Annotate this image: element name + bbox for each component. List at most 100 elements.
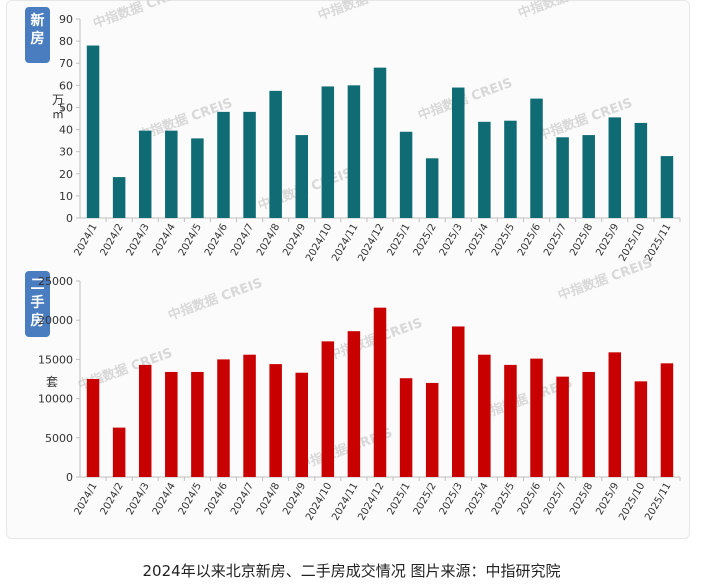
second-hand-x-tick-label: 2024/8 [255, 481, 282, 517]
second-hand-x-tick-label: 2025/11 [643, 481, 673, 522]
new-home-bar [452, 87, 465, 219]
new-home-bar [269, 90, 282, 218]
new-home-y-tick-label: 40 [59, 124, 73, 137]
watermark-text: 中指数据 CREIS [556, 255, 655, 304]
second-hand-bar [634, 381, 648, 477]
new-home-bar [373, 67, 387, 219]
new-home-x-tick-label: 2025/1 [386, 222, 413, 258]
second-hand-x-tick-label: 2025/3 [438, 481, 465, 517]
second-hand-y-tick-label: 25000 [38, 275, 73, 288]
new-home-x-tick-label: 2024/3 [125, 222, 152, 258]
second-hand-tag-char: 手 [30, 295, 45, 311]
watermark-text: 中指数据 CREIS [166, 275, 265, 324]
new-home-x-tick-label: 2025/3 [438, 222, 465, 258]
new-home-y-tick-label: 0 [66, 212, 73, 225]
second-hand-x-tick-label: 2024/1 [73, 481, 100, 517]
new-home-x-tick-label: 2024/9 [281, 222, 308, 258]
new-home-tag: 新 房 [25, 7, 50, 63]
new-home-bar [321, 86, 335, 218]
second-hand-x-tick-label: 2025/8 [568, 481, 595, 517]
second-hand-bar [243, 354, 256, 477]
second-hand-bar [217, 359, 230, 477]
new-home-y-tick-label: 10 [59, 190, 73, 203]
new-home-tag-char: 新 [30, 13, 45, 29]
second-hand-bar [138, 364, 152, 477]
new-home-bar [582, 135, 595, 218]
new-home-bar [504, 120, 517, 218]
second-hand-bar [191, 371, 204, 477]
new-home-x-tick-label: 2025/4 [464, 222, 491, 258]
second-hand-bar [112, 427, 126, 477]
second-hand-x-tick-label: 2024/4 [151, 481, 178, 517]
new-home-x-tick-label: 2025/5 [490, 222, 517, 258]
watermark-text: 中指数据 CREIS [416, 75, 515, 124]
new-home-bar [191, 138, 204, 218]
second-hand-bar [425, 382, 439, 477]
new-home-bar [478, 121, 491, 218]
new-home-x-tick-label: 2025/2 [412, 222, 439, 258]
new-home-x-tick-label: 2025/7 [542, 222, 569, 258]
second-hand-tag: 二 手 房 [25, 271, 50, 337]
new-home-bar [347, 85, 361, 218]
new-home-y-tick-label: 90 [59, 13, 73, 26]
new-home-x-tick-label: 2024/5 [177, 222, 204, 258]
new-home-x-tick-label: 2024/2 [99, 222, 126, 258]
second-hand-bar [556, 376, 569, 477]
second-hand-x-tick-label: 2024/5 [177, 481, 204, 517]
second-hand-bar [660, 363, 674, 477]
new-home-y-tick-label: 30 [59, 146, 73, 159]
new-home-y-tick-label: 80 [59, 35, 73, 48]
second-hand-bar [504, 364, 517, 477]
second-hand-x-tick-label: 2025/5 [490, 481, 517, 517]
second-hand-bar [582, 371, 595, 477]
second-hand-x-tick-label: 2025/4 [464, 481, 491, 517]
second-hand-bar [269, 364, 282, 477]
second-hand-x-tick-label: 2025/2 [412, 481, 439, 517]
second-hand-bar [373, 307, 387, 477]
new-home-x-tick-label: 2024/6 [203, 222, 230, 258]
second-hand-bar [399, 378, 413, 477]
new-home-x-tick-label: 2024/1 [73, 222, 100, 258]
second-hand-y-tick-label: 0 [66, 471, 73, 484]
second-hand-x-tick-label: 2025/9 [594, 481, 621, 517]
new-home-bar [399, 131, 413, 218]
second-hand-bar [478, 354, 491, 477]
second-hand-y-tick-label: 20000 [38, 314, 73, 327]
chart-canvas: 中指数据 CREIS 中指数据 CREIS 中指数据 CREIS 中指数据 CREIS… [38, 0, 681, 522]
second-hand-x-tick-label: 2024/9 [281, 481, 308, 517]
new-home-bar [86, 45, 100, 219]
second-hand-x-tick-label: 2024/2 [99, 481, 126, 517]
new-home-bar [608, 117, 622, 218]
new-home-bar [165, 130, 178, 218]
new-home-y-tick-label: 20 [59, 168, 73, 181]
new-home-x-tick-label: 2025/6 [516, 222, 543, 258]
new-home-bar [556, 137, 569, 218]
second-hand-y-axis-title: 套 [46, 375, 58, 389]
new-home-x-tick-label: 2024/4 [151, 222, 178, 258]
new-home-y-axis-title: 万 [52, 93, 64, 107]
second-hand-bar [347, 331, 361, 477]
second-hand-bar [295, 372, 308, 477]
watermark-text: 中指数据 CREIS [516, 0, 615, 22]
second-hand-x-tick-label: 2024/6 [203, 481, 230, 517]
second-hand-bar [321, 341, 335, 477]
new-home-x-tick-label: 2025/11 [643, 222, 673, 263]
second-hand-bar [165, 371, 178, 477]
new-home-bar [243, 111, 256, 218]
new-home-bar [138, 130, 152, 218]
second-hand-bar [530, 358, 543, 477]
new-home-bar [112, 177, 126, 218]
new-home-tag-char: 房 [30, 31, 45, 47]
new-home-y-tick-label: 70 [59, 57, 73, 70]
new-home-bar [425, 158, 439, 218]
figure-caption: 2024年以来北京新房、二手房成交情况 图片来源：中指研究院 [142, 562, 561, 580]
second-hand-x-tick-label: 2024/3 [125, 481, 152, 517]
second-hand-tag-char: 房 [30, 313, 45, 329]
second-hand-y-tick-label: 10000 [38, 393, 73, 406]
second-hand-bar [608, 352, 622, 477]
new-home-x-tick-label: 2025/8 [568, 222, 595, 258]
second-hand-x-tick-label: 2025/7 [542, 481, 569, 517]
second-hand-y-tick-label: 15000 [38, 353, 73, 366]
second-hand-bar [452, 326, 465, 477]
second-hand-x-tick-label: 2024/7 [229, 481, 256, 517]
